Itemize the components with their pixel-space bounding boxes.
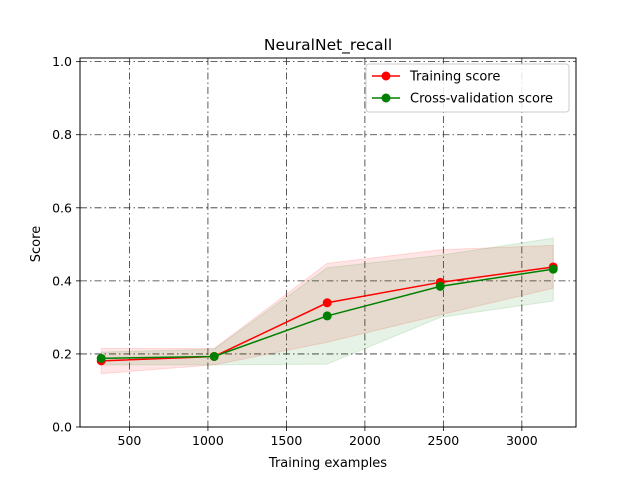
y-tick-label: 0.8 [52, 127, 72, 142]
legend-marker-cv [381, 93, 391, 103]
x-axis-label: Training examples [268, 456, 387, 471]
axis-ticks: 500 1000 1500 2000 2500 3000 0.0 0.2 0.4 0.6 0.8 1.… [52, 54, 538, 448]
chart-title: NeuralNet_recall [264, 36, 392, 55]
legend-marker-training [381, 71, 391, 81]
x-tick-label: 1500 [270, 433, 302, 448]
band-training [100, 244, 554, 375]
point-cv [322, 311, 332, 321]
legend: Training score Cross-validation score [365, 63, 570, 113]
y-axis-label: Score [29, 226, 44, 262]
point-cv [548, 264, 558, 274]
y-tick-label: 1.0 [52, 54, 72, 69]
y-tick-label: 0.4 [52, 273, 72, 288]
legend-label-cv: Cross-validation score [410, 92, 553, 107]
legend-label-training: Training score [409, 70, 500, 85]
plot-frame [79, 57, 577, 428]
x-tick-label: 500 [118, 433, 142, 448]
y-tick-label: 0.2 [52, 346, 72, 361]
x-tick-label: 3000 [506, 433, 538, 448]
y-tick-label: 0.6 [52, 200, 72, 215]
legend-box [365, 63, 570, 113]
series-lines [96, 262, 558, 366]
point-cv [96, 353, 106, 363]
point-cv [435, 281, 445, 291]
x-tick-label: 2000 [349, 433, 381, 448]
x-tick-label: 2500 [427, 433, 459, 448]
point-cv [209, 351, 219, 361]
y-tick-label: 0.0 [52, 420, 72, 435]
grid-layer [80, 58, 576, 428]
x-tick-label: 1000 [192, 433, 224, 448]
point-training [322, 298, 332, 308]
